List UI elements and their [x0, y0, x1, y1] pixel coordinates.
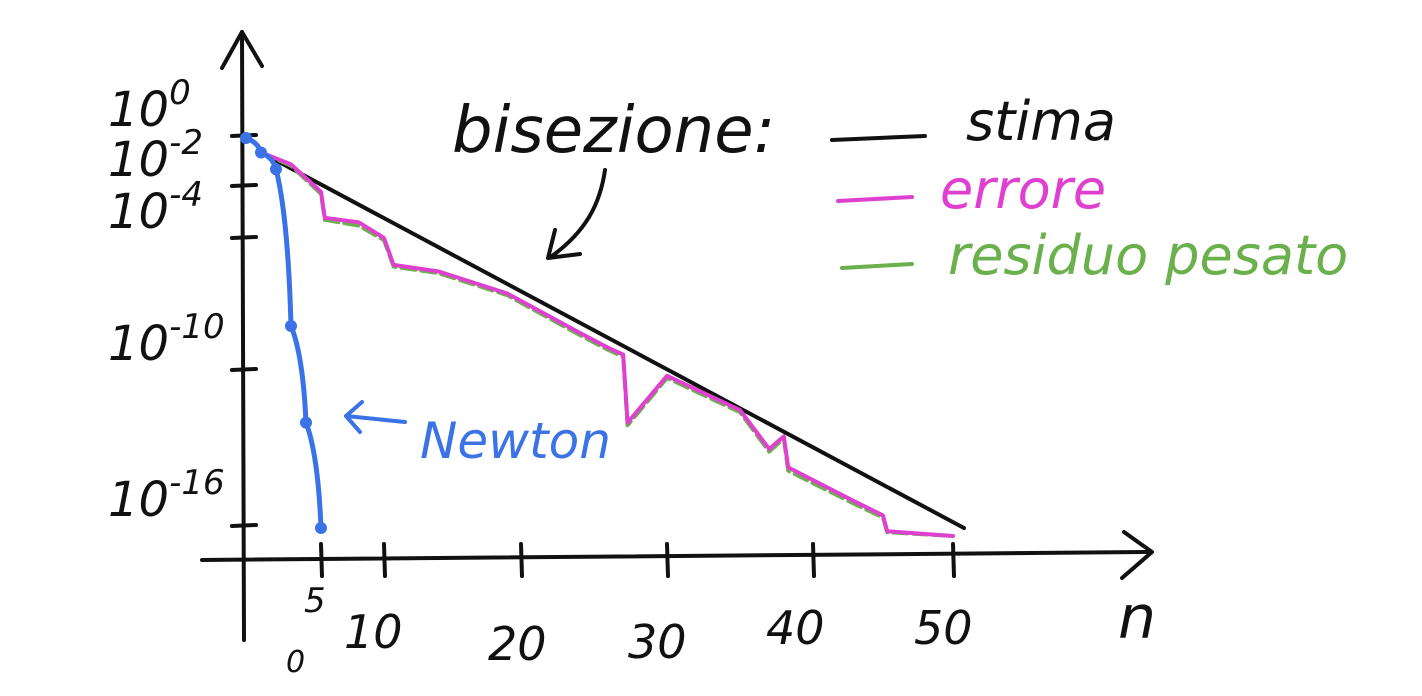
legend-label-stima: stima: [966, 90, 1116, 153]
legend-label-errore: errore: [940, 158, 1106, 221]
newton-point: [315, 522, 327, 534]
legend-swatch-residuo: [840, 262, 914, 270]
x-tick-label: 10: [344, 605, 403, 659]
y-tick-label: 100: [108, 73, 191, 138]
newton-annotation: Newton: [344, 400, 611, 470]
x-axis-label: n: [1118, 583, 1156, 653]
newton-pointer-arrow: [344, 414, 407, 424]
x-tick-mark: [519, 542, 524, 578]
series-line-errore: [259, 150, 955, 538]
newton-label: Newton: [420, 412, 611, 470]
y-tick-label: 10-10: [108, 307, 225, 372]
x-tick-mark: [382, 542, 387, 578]
legend: bisezione: stima errore residuo pesato: [452, 90, 1348, 287]
y-tick-label: 10-2: [108, 123, 203, 188]
y-tick-label: 10-4: [108, 175, 203, 240]
legend-pointer-arrowhead: [546, 228, 582, 260]
legend-swatch-errore: [836, 195, 914, 203]
legend-label-residuo: residuo pesato: [948, 224, 1348, 287]
x-tick-label: 20: [488, 617, 547, 671]
x-tick-label: 50: [914, 601, 973, 655]
newton-point: [255, 146, 267, 159]
newton-point: [285, 320, 297, 332]
series-line-stima: [259, 150, 966, 530]
y-axis-arrowhead: [220, 30, 264, 70]
newton-point: [300, 416, 312, 429]
y-axis: [240, 30, 246, 642]
x-ticks: 0 5 10 20 30 40 50: [286, 542, 973, 680]
legend-swatch-stima: [830, 134, 927, 142]
x-tick-mark: [951, 542, 956, 578]
legend-title: bisezione:: [452, 94, 775, 168]
x-tick-mark: [665, 542, 670, 578]
newton-point: [240, 132, 252, 144]
y-tick-label: 10-16: [108, 463, 225, 528]
y-tick-mark: [230, 523, 258, 528]
x-tick-label: 0: [286, 645, 305, 680]
newton-pointer-arrowhead: [344, 400, 364, 434]
x-axis-arrowhead: [1120, 530, 1154, 580]
legend-pointer-arrow: [550, 168, 607, 258]
x-tick-mark: [811, 542, 816, 578]
y-tick-mark: [230, 235, 258, 240]
x-tick-label: 40: [766, 601, 825, 655]
series-line-newton: [243, 135, 324, 531]
series-layer: [240, 132, 966, 538]
x-axis: [200, 550, 1152, 562]
y-tick-mark: [230, 183, 258, 188]
x-tick-label: 30: [628, 615, 687, 669]
x-tick-mark: [319, 542, 324, 578]
y-tick-mark: [230, 367, 258, 372]
x-tick-label: 5: [304, 581, 326, 621]
newton-point: [270, 163, 282, 176]
